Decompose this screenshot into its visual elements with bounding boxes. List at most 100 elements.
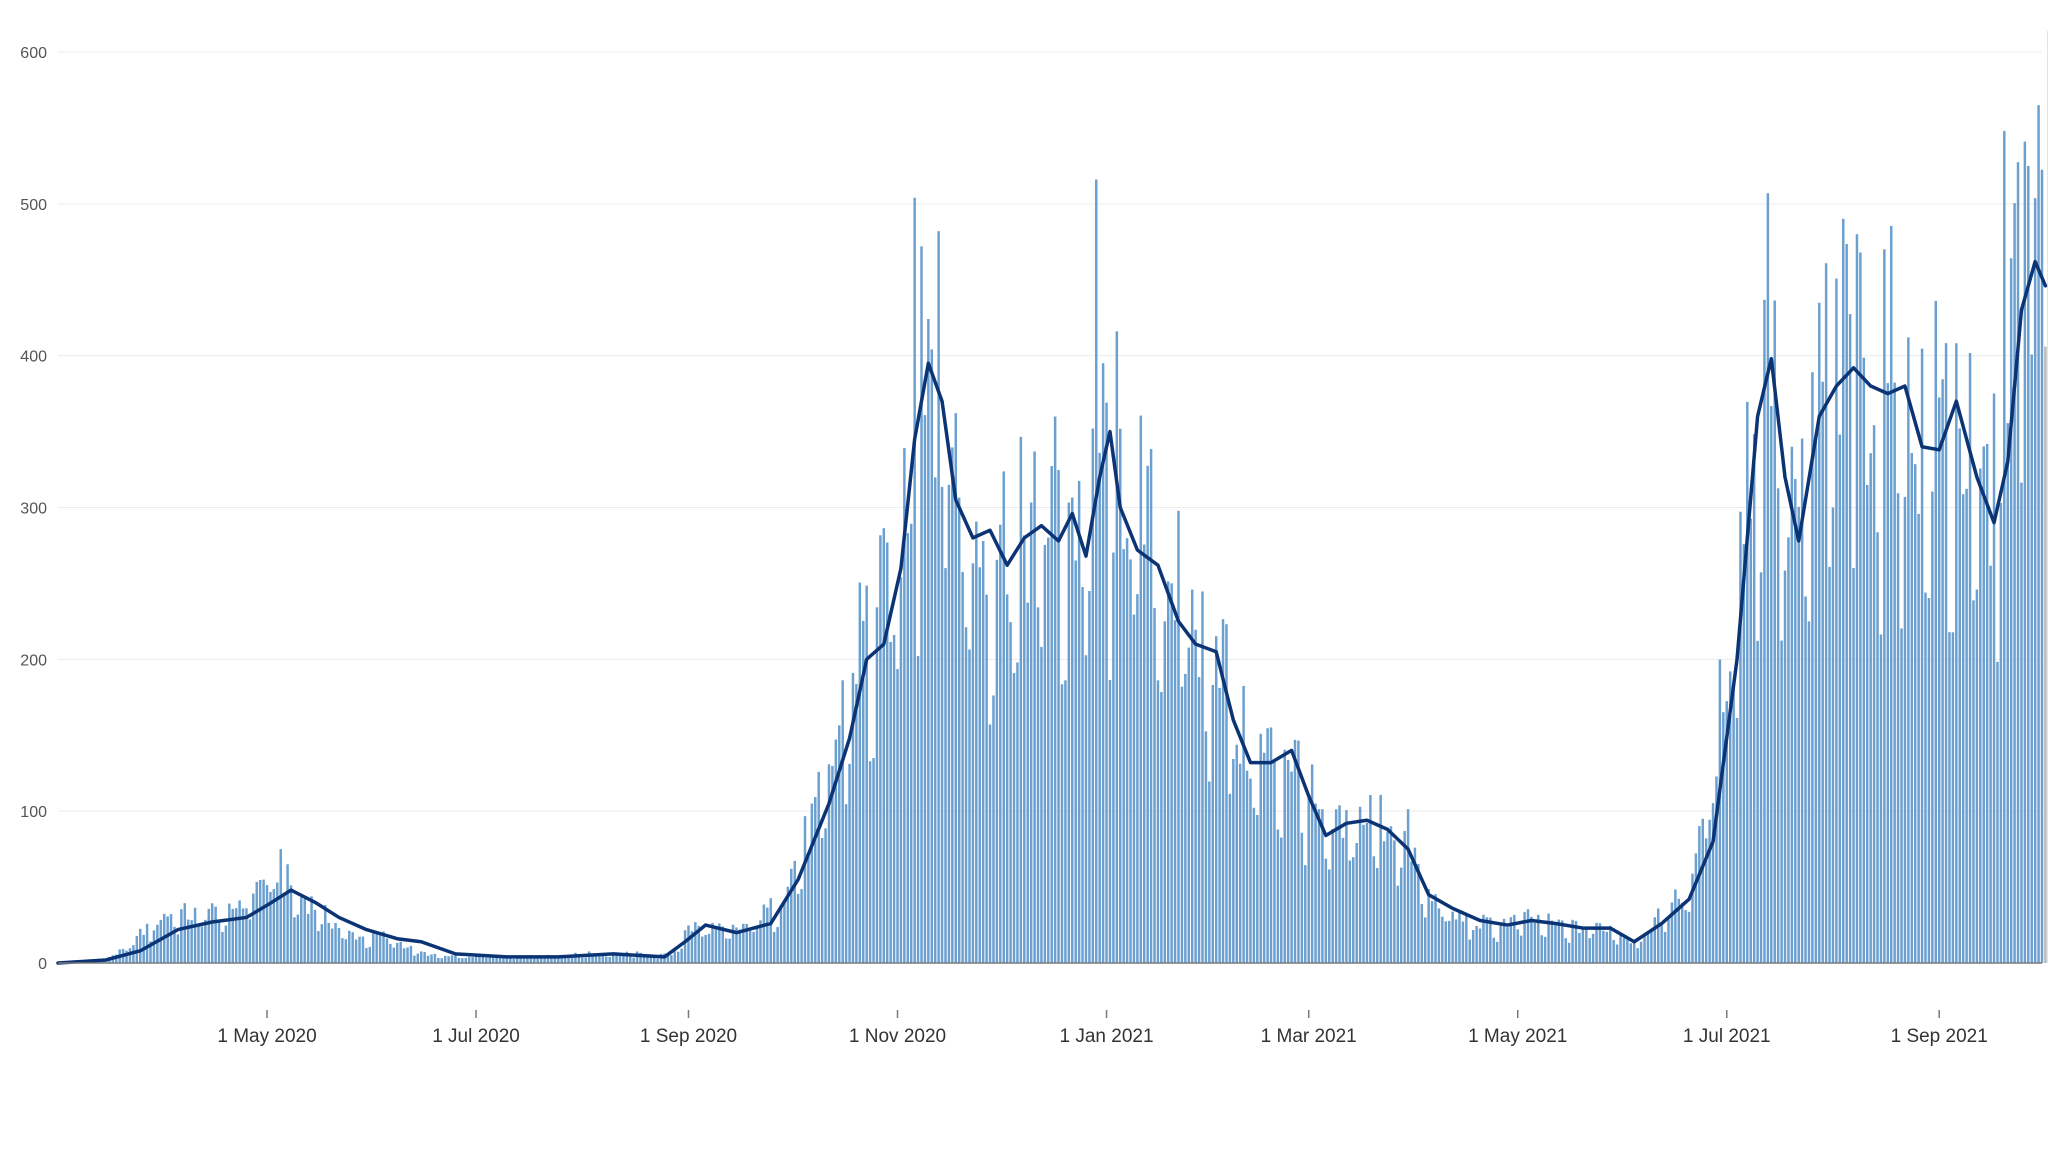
daily-bar	[1523, 912, 1526, 963]
daily-bar	[1355, 843, 1358, 963]
daily-bar	[1125, 538, 1129, 963]
daily-bar	[1149, 449, 1153, 963]
daily-bar	[1235, 744, 1238, 963]
daily-bar	[680, 948, 683, 963]
daily-bar	[1012, 673, 1016, 963]
daily-bar	[241, 908, 245, 963]
daily-bar	[1283, 749, 1286, 963]
daily-bar	[1139, 415, 1143, 963]
daily-bar	[903, 447, 906, 963]
daily-bar	[923, 415, 927, 963]
daily-bar	[752, 931, 755, 963]
daily-bar	[1441, 916, 1444, 963]
daily-bar	[848, 763, 851, 963]
x-tick-label: 1 Nov 2020	[849, 1026, 946, 1047]
daily-bar	[522, 957, 526, 963]
daily-bar	[940, 486, 944, 963]
daily-bar	[491, 955, 495, 963]
daily-bar	[1773, 300, 1776, 963]
daily-bar	[1406, 809, 1410, 963]
daily-bar	[1119, 428, 1122, 963]
daily-bar	[838, 725, 841, 963]
daily-bar	[1687, 911, 1691, 963]
daily-bar	[1704, 838, 1708, 963]
daily-bar	[1328, 869, 1331, 963]
daily-bar	[1643, 935, 1646, 963]
daily-bar	[1609, 925, 1612, 963]
daily-bar	[1749, 518, 1752, 963]
daily-bar	[488, 957, 491, 963]
daily-bar	[358, 936, 361, 963]
daily-bar	[1413, 847, 1417, 963]
daily-bar	[1670, 902, 1674, 963]
daily-bar	[841, 680, 844, 963]
daily-bar	[916, 656, 920, 963]
daily-bar	[341, 938, 344, 963]
y-tick-label: 200	[20, 652, 47, 669]
daily-bar	[262, 879, 265, 963]
daily-bar	[1557, 919, 1561, 963]
daily-bar	[1680, 902, 1684, 963]
daily-bar	[611, 954, 615, 963]
incomplete-bar	[2044, 346, 2047, 963]
daily-bar	[683, 930, 687, 963]
daily-bar	[1396, 885, 1400, 963]
daily-bar	[1516, 929, 1519, 963]
daily-bar	[1937, 397, 1941, 964]
daily-bar	[180, 909, 183, 963]
daily-bar	[461, 958, 464, 963]
daily-bar	[1057, 470, 1060, 963]
daily-bar	[1204, 731, 1208, 963]
daily-bar	[526, 955, 529, 963]
daily-bar	[1948, 632, 1951, 963]
daily-bar	[282, 892, 286, 963]
daily-bar	[1677, 898, 1681, 963]
daily-bar	[1509, 917, 1513, 963]
daily-bar	[176, 934, 180, 963]
daily-bar	[245, 908, 248, 963]
daily-bar	[1660, 925, 1663, 963]
daily-bar	[272, 889, 276, 963]
daily-bar	[1451, 911, 1454, 963]
daily-bar	[1266, 728, 1269, 963]
daily-bar	[1890, 225, 1893, 963]
daily-bar	[1920, 348, 1924, 963]
daily-bar	[1345, 810, 1348, 963]
daily-bar	[1077, 480, 1081, 963]
y-tick-label: 300	[20, 501, 47, 518]
daily-bar	[1047, 537, 1050, 963]
daily-bar	[1300, 832, 1304, 963]
daily-bar	[1232, 759, 1235, 963]
y-axis-ticks: 0 100 200 300 400 500 600	[20, 45, 47, 973]
daily-bar	[817, 771, 820, 963]
x-tick-label: 1 Sep 2020	[640, 1026, 737, 1047]
daily-bar	[1656, 908, 1660, 963]
daily-bar	[999, 524, 1002, 963]
daily-bar	[1081, 587, 1084, 963]
daily-bar	[139, 928, 142, 963]
daily-bar	[1886, 383, 1890, 963]
daily-bar	[1389, 826, 1393, 963]
x-tick-label: 1 Jan 2021	[1060, 1026, 1154, 1047]
daily-bar	[1122, 549, 1125, 963]
daily-bar	[1598, 923, 1602, 963]
daily-bar	[1331, 829, 1334, 963]
daily-bar	[296, 914, 300, 963]
daily-bar	[1794, 479, 1797, 963]
daily-bar	[731, 924, 735, 963]
daily-bar	[1482, 914, 1485, 963]
daily-bar	[1286, 760, 1290, 963]
daily-bar	[1447, 920, 1451, 963]
daily-bar	[1615, 944, 1619, 963]
daily-bar	[1742, 544, 1746, 963]
daily-bar	[1866, 485, 1869, 963]
daily-bar	[1088, 591, 1091, 963]
daily-bar	[786, 886, 790, 963]
daily-bar	[1876, 532, 1879, 963]
daily-bar	[1776, 488, 1780, 963]
daily-bar	[159, 919, 163, 963]
daily-bar	[1903, 496, 1907, 963]
daily-bar	[1084, 655, 1088, 963]
daily-bar	[1561, 920, 1564, 963]
daily-bar	[1931, 491, 1934, 963]
